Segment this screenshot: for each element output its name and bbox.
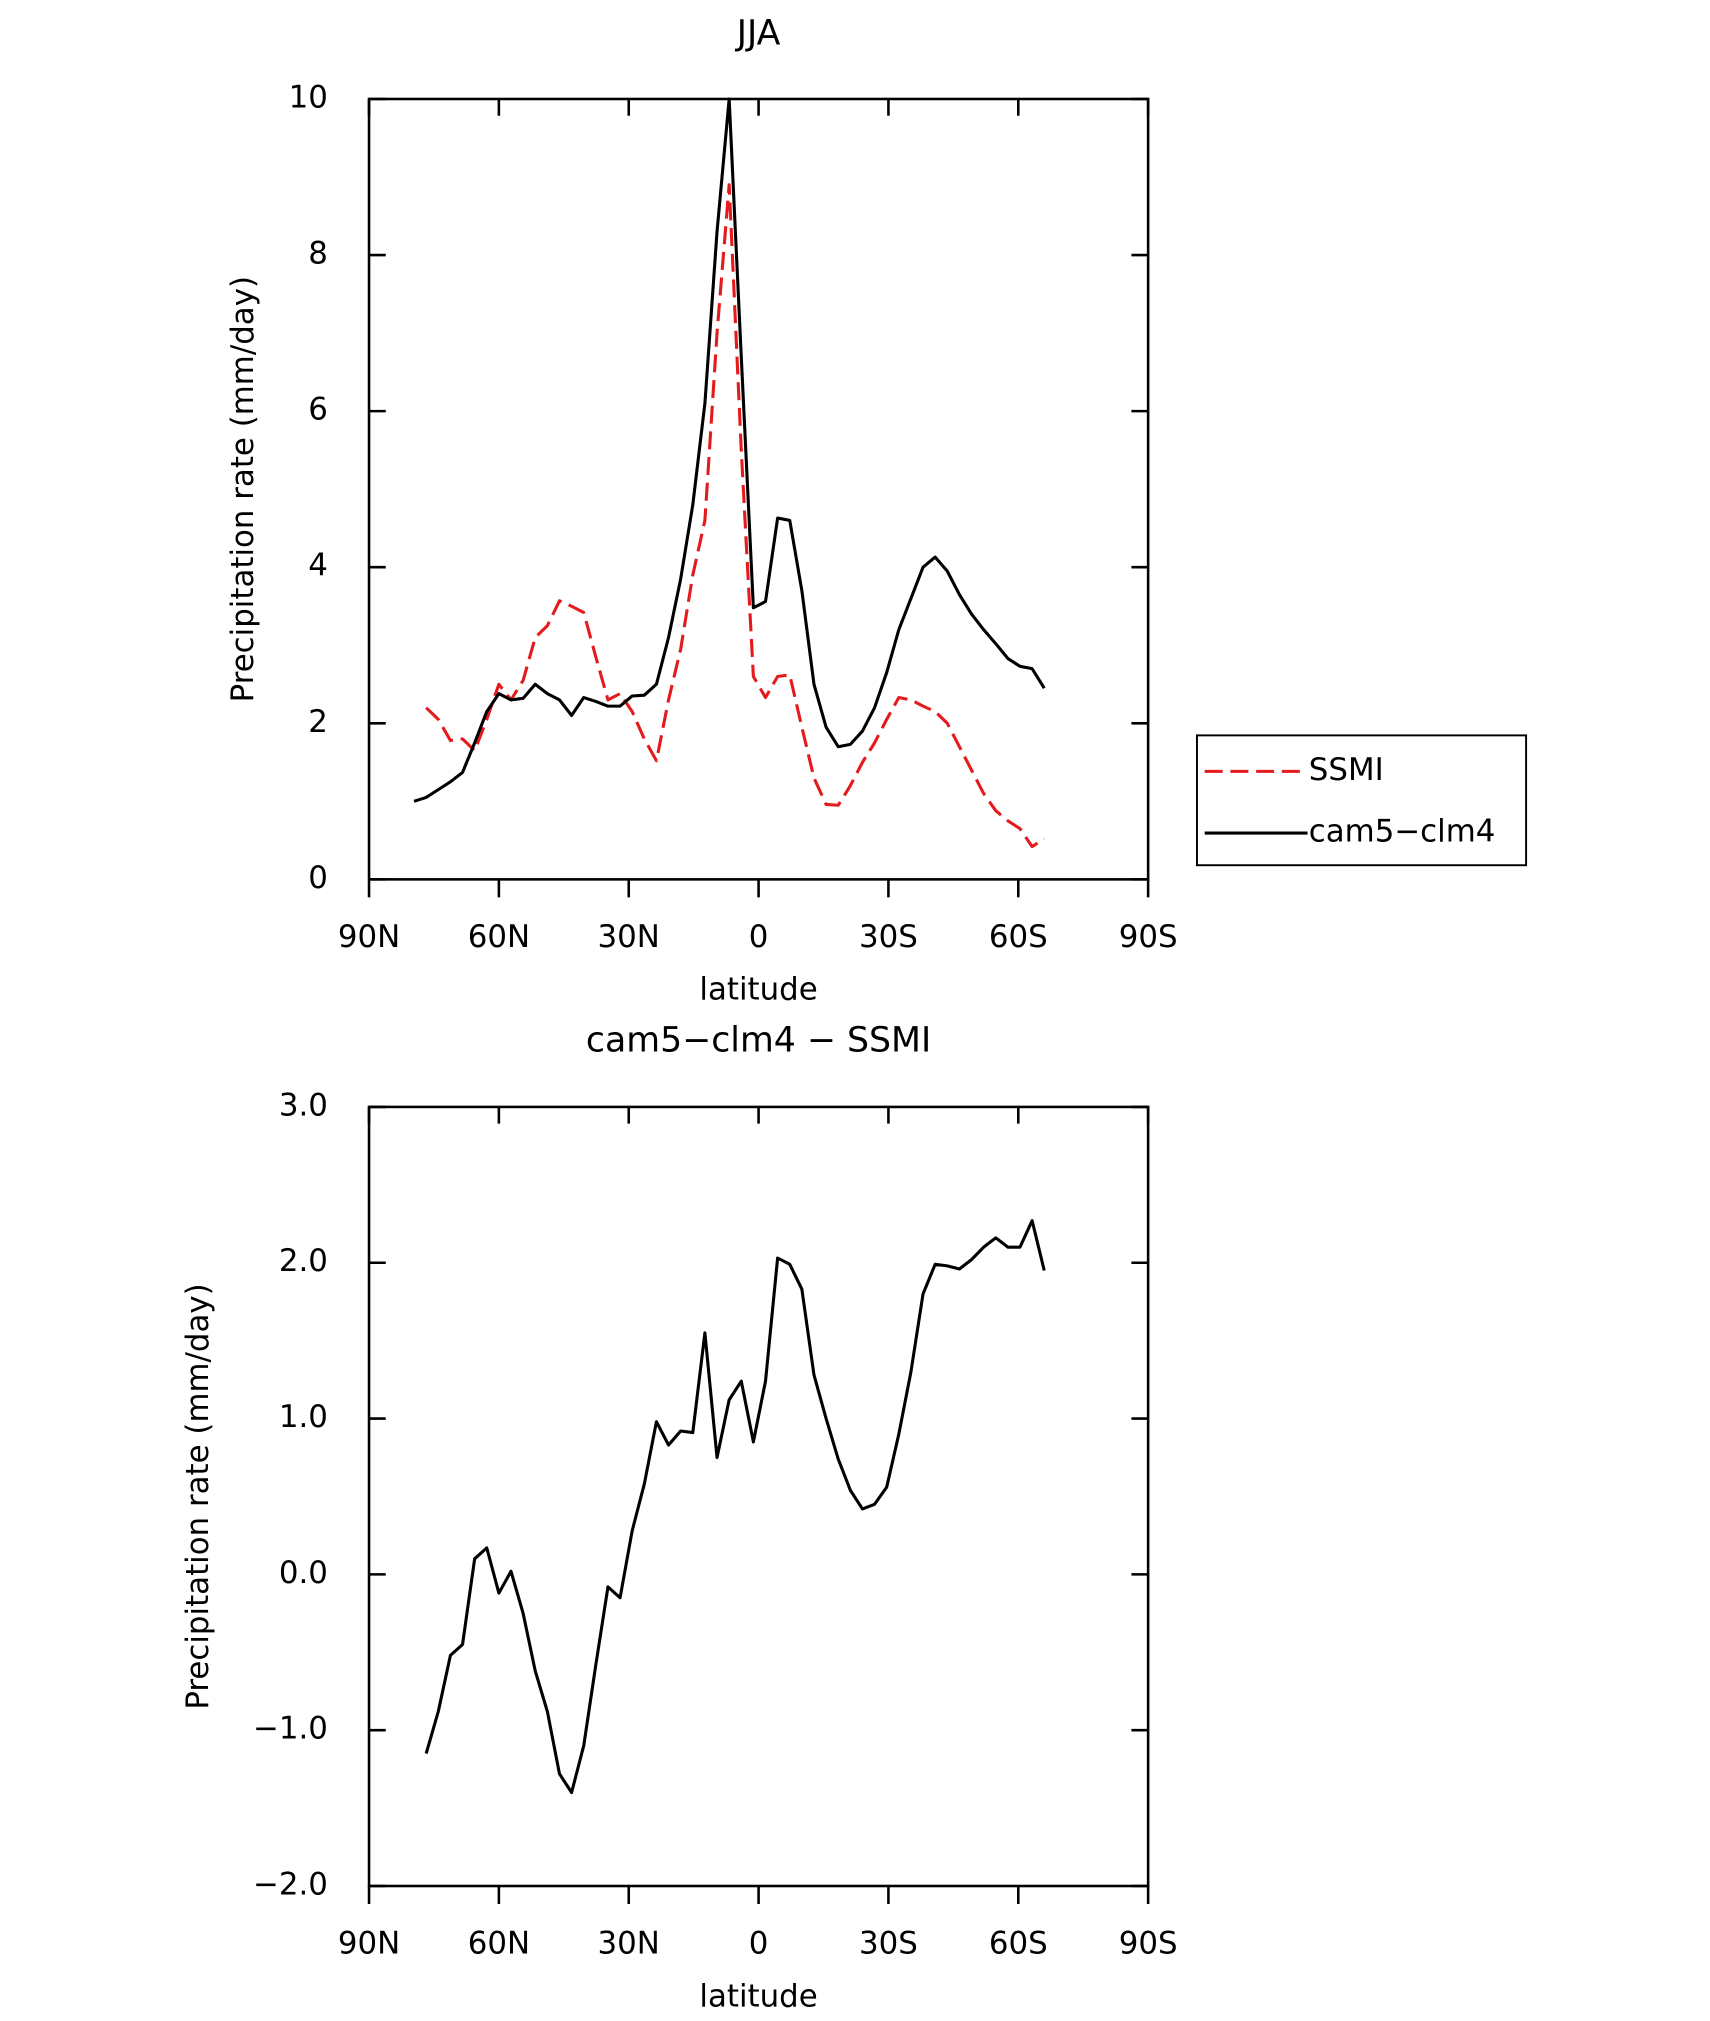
y-axis-label: Precipitation rate (mm/day) [180, 1283, 216, 1709]
x-tick-label: 90N [338, 919, 400, 955]
y-tick-label: 0 [308, 860, 328, 896]
plot-frame [367, 97, 1150, 881]
x-tick-label: 90S [1119, 1926, 1178, 1962]
x-tick-label: 60S [989, 919, 1048, 955]
y-tick-label: 4 [308, 548, 328, 584]
x-axis-label: latitude [699, 972, 817, 1008]
legend-box [1196, 734, 1528, 867]
x-tick-label: 60N [468, 919, 530, 955]
data-line [425, 183, 1046, 849]
x-tick-label: 30S [859, 1926, 918, 1962]
y-tick-label: −2.0 [253, 1867, 328, 1903]
x-tick-label: 90S [1119, 919, 1178, 955]
x-tick-label: 60N [468, 1926, 530, 1962]
x-tick-label: 0 [749, 919, 769, 955]
y-tick-label: 0.0 [279, 1555, 328, 1591]
y-tick-label: 6 [308, 392, 328, 428]
y-tick-label: −1.0 [253, 1711, 328, 1747]
y-tick-label: 1.0 [279, 1399, 328, 1435]
legend-label: cam5−clm4 [1309, 814, 1496, 850]
chart-title: JJA [735, 14, 781, 54]
x-tick-label: 60S [989, 1926, 1048, 1962]
legend-label: SSMI [1309, 752, 1384, 788]
x-tick-label: 30N [598, 1926, 660, 1962]
x-axis-label: latitude [699, 1978, 817, 2014]
x-tick-label: 30N [598, 919, 660, 955]
data-line [413, 97, 1046, 803]
x-tick-label: 0 [749, 1926, 769, 1962]
y-axis-label: Precipitation rate (mm/day) [225, 276, 261, 702]
x-tick-label: 30S [859, 919, 918, 955]
y-tick-label: 10 [289, 79, 328, 115]
y-tick-label: 3.0 [279, 1087, 328, 1123]
y-tick-label: 2.0 [279, 1243, 328, 1279]
x-tick-label: 90N [338, 1926, 400, 1962]
data-line [424, 1219, 1046, 1795]
y-tick-label: 2 [308, 704, 328, 740]
y-tick-label: 8 [308, 236, 328, 272]
chart-title: cam5−clm4 − SSMI [586, 1020, 931, 1060]
